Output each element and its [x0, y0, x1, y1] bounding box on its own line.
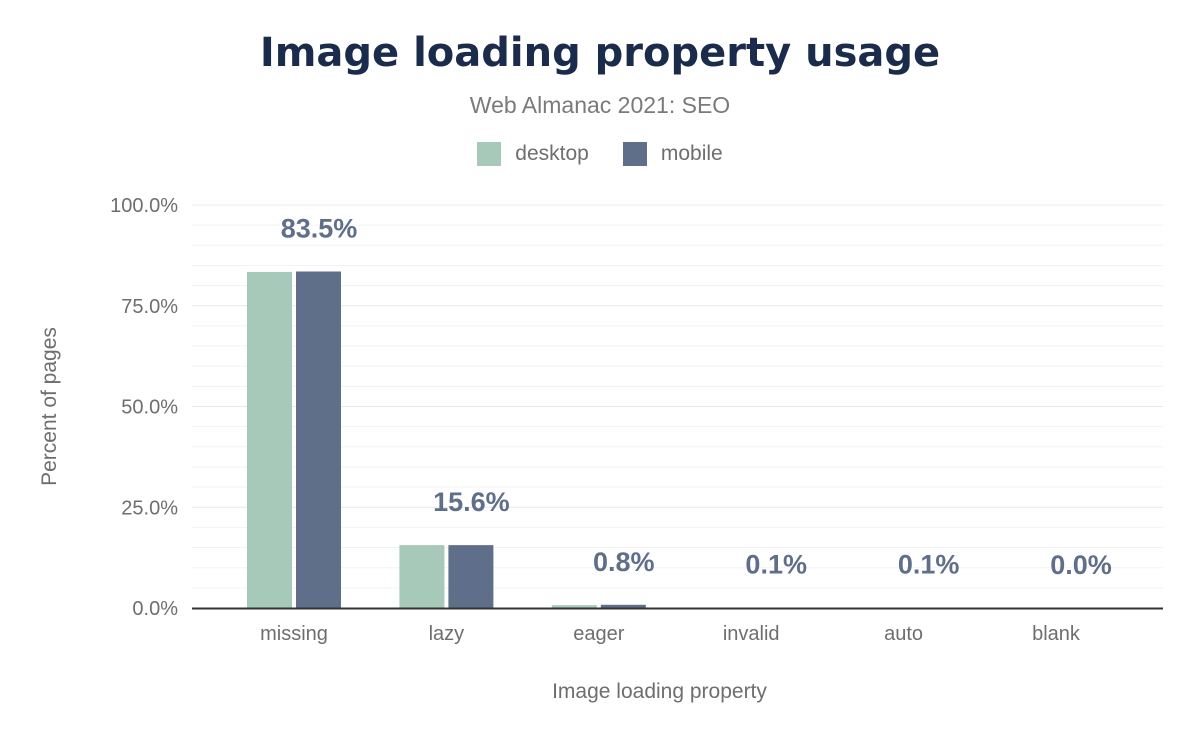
legend: desktop mobile [0, 142, 1200, 166]
x-axis-title: Image loading property [552, 680, 767, 703]
data-label: 0.8% [593, 547, 655, 577]
data-label: 0.1% [745, 550, 807, 580]
bar-desktop-lazy [399, 545, 445, 608]
y-tick-label: 0.0% [132, 598, 178, 620]
y-tick-label: 75.0% [121, 296, 178, 318]
legend-item-mobile[interactable]: mobile [622, 142, 723, 166]
chart-subtitle: Web Almanac 2021: SEO [469, 92, 731, 118]
x-tick-label: auto [884, 623, 923, 645]
bar-mobile-missing [296, 271, 341, 608]
x-tick-label: invalid [723, 623, 780, 645]
bar-desktop-eager [551, 605, 597, 608]
legend-label-desktop: desktop [515, 142, 589, 165]
x-tick-label: missing [260, 623, 328, 645]
legend-item-desktop[interactable]: desktop [477, 142, 589, 166]
data-label: 15.6% [433, 487, 510, 517]
y-tick-label: 25.0% [121, 497, 178, 519]
data-label: 0.0% [1050, 550, 1112, 580]
x-tick-label: eager [573, 623, 624, 645]
y-axis-title: Percent of pages [38, 327, 61, 486]
data-label: 0.1% [898, 550, 960, 580]
bar-mobile-eager [600, 604, 646, 608]
x-tick-label: blank [1032, 623, 1081, 645]
y-tick-label: 50.0% [121, 397, 178, 419]
x-tick-label: lazy [429, 623, 465, 645]
bar-mobile-lazy [448, 545, 494, 608]
legend-swatch-mobile [622, 142, 647, 166]
legend-label-mobile: mobile [660, 142, 723, 165]
chart-title: Image loading property usage [259, 30, 941, 76]
legend-swatch-desktop [477, 142, 502, 166]
bar-desktop-missing [247, 271, 292, 608]
y-tick-label: 100.0% [110, 195, 178, 217]
data-label: 83.5% [281, 213, 358, 243]
